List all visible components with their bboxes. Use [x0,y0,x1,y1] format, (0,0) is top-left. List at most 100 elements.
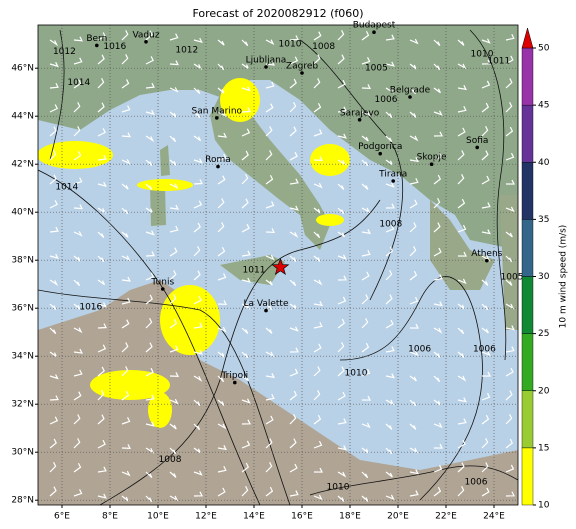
wind-barb [73,177,83,185]
wind-barb [289,347,299,353]
wind-barb [265,415,274,425]
wind-barb [97,323,107,329]
wind-barb [145,135,155,143]
wind-barb [121,231,129,238]
wind-barb [313,255,321,262]
wind-barb [145,251,155,257]
wind-barb [457,278,467,285]
wind-barb [49,149,57,161]
wind-barb [241,39,249,47]
colorbar-segment [521,162,534,220]
wind-barb [289,303,297,310]
wind-barb [97,102,105,113]
wind-barb [337,318,346,329]
wind-barb [337,445,347,451]
wind-barb [409,296,419,305]
wind-barb [385,294,393,305]
wind-barb [505,34,515,41]
wind-barb [121,207,129,215]
wind-barb [49,253,59,260]
x-tick-label: 6°E [54,512,70,522]
wind-barb [481,59,491,65]
wind-barb [361,57,371,65]
isobar-label: 1014 [55,183,78,193]
wind-barb [241,398,251,404]
wind-barb [97,366,105,377]
wind-barb [481,102,490,113]
wind-barb [241,86,251,92]
land [160,145,170,176]
isobar-label: 1006 [465,478,488,488]
city-label: Budapest [353,21,396,31]
wind-barb [457,418,467,425]
wind-barb [337,106,347,113]
wind-barb [49,126,57,137]
wind-barb [169,204,179,210]
wind-barb [361,135,369,142]
wind-barb [97,231,105,239]
isobar-label: 1016 [103,42,126,52]
wind-barb [289,279,297,287]
wind-barb [73,438,81,449]
wind-barb [505,102,513,113]
wind-barb [313,182,323,189]
wind-barb [433,327,443,334]
wind-barb [433,198,441,209]
wind-barb [121,342,129,353]
wind-barb [409,270,418,281]
wind-barb [481,371,491,377]
wind-barb [385,246,394,257]
wind-barb [73,489,83,497]
wind-barb [145,230,155,236]
wind-barb [457,439,466,449]
wind-barb [241,128,251,137]
isobar-label: 1008 [159,455,182,465]
wind-barb [337,133,347,139]
y-tick-label: 40°N [11,208,34,218]
wind-barb [265,373,275,379]
wind-barb [409,87,417,95]
wind-barb [169,345,179,353]
wind-barb [217,423,227,430]
wind-barb [169,294,177,305]
isobar-label: 1010 [471,49,494,59]
wind-barb [97,128,106,137]
city-label: Sofia [466,136,488,146]
wind-barb [481,414,490,425]
wind-barb [169,225,179,233]
wind-barb [361,229,371,235]
wind-barb [337,231,345,238]
city-label: Tripoli [220,371,248,381]
wind-barb [241,223,250,233]
wind-barb [481,327,489,334]
wind-barb [409,199,418,209]
city-dot [408,95,412,99]
isobar-label: 1006 [473,345,496,355]
wind-barb [433,39,441,46]
wind-barb [313,129,323,137]
wind-barb [409,490,419,497]
wind-barb [217,399,225,406]
wind-barb [97,439,106,449]
wind-barb [121,183,129,190]
wind-barb [217,487,226,497]
city-dot [264,308,268,313]
wind-barb [409,246,417,257]
wind-barb [313,467,323,473]
wind-barb [313,414,322,425]
wind-barb [217,63,225,71]
chart-title: Forecast of 2020082912 (f060) [192,7,363,20]
wind-barb [433,87,441,94]
map [38,25,518,505]
wind-barb [265,438,273,449]
colorbar-segment [521,390,534,449]
wind-barb [313,494,323,501]
wind-barb [145,471,153,478]
wind-barb [73,204,83,210]
wind-barb [97,302,107,308]
wind-barb [121,159,131,165]
wind-barb [337,183,345,190]
wind-barb [409,135,419,142]
wind-barb [265,201,275,209]
wind-barb [409,375,417,382]
